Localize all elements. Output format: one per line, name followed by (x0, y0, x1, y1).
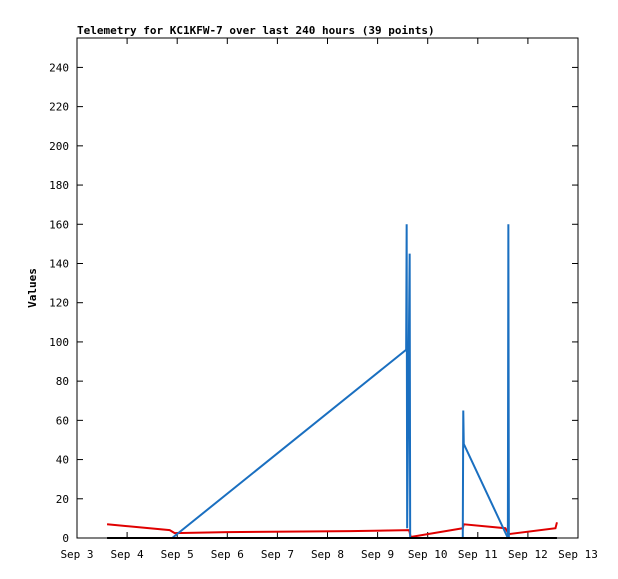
x-tick-label: Sep 4 (111, 548, 144, 561)
y-tick-label: 180 (49, 179, 69, 192)
x-tick-label: Sep 10 (408, 548, 448, 561)
x-tick-label: Sep 13 (558, 548, 598, 561)
y-axis-label: Values (26, 268, 39, 308)
y-tick-label: 40 (56, 454, 69, 467)
y-tick-label: 220 (49, 101, 69, 114)
x-tick-label: Sep 7 (261, 548, 294, 561)
x-tick-label: Sep 3 (60, 548, 93, 561)
x-tick-label: Sep 6 (211, 548, 244, 561)
y-tick-label: 80 (56, 375, 69, 388)
y-tick-label: 140 (49, 257, 69, 270)
y-tick-label: 200 (49, 140, 69, 153)
x-tick-label: Sep 8 (311, 548, 344, 561)
y-tick-label: 0 (62, 532, 69, 545)
y-tick-label: 240 (49, 61, 69, 74)
y-tick-label: 60 (56, 414, 69, 427)
chart-title: Telemetry for KC1KFW-7 over last 240 hou… (77, 24, 435, 37)
x-tick-label: Sep 12 (508, 548, 548, 561)
x-tick-label: Sep 5 (161, 548, 194, 561)
x-tick-label: Sep 9 (361, 548, 394, 561)
y-tick-label: 100 (49, 336, 69, 349)
x-tick-label: Sep 11 (458, 548, 498, 561)
y-tick-label: 160 (49, 218, 69, 231)
y-tick-label: 120 (49, 297, 69, 310)
y-tick-label: 20 (56, 493, 69, 506)
